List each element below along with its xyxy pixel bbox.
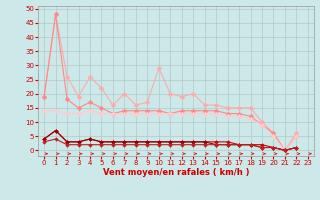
- X-axis label: Vent moyen/en rafales ( km/h ): Vent moyen/en rafales ( km/h ): [103, 168, 249, 177]
